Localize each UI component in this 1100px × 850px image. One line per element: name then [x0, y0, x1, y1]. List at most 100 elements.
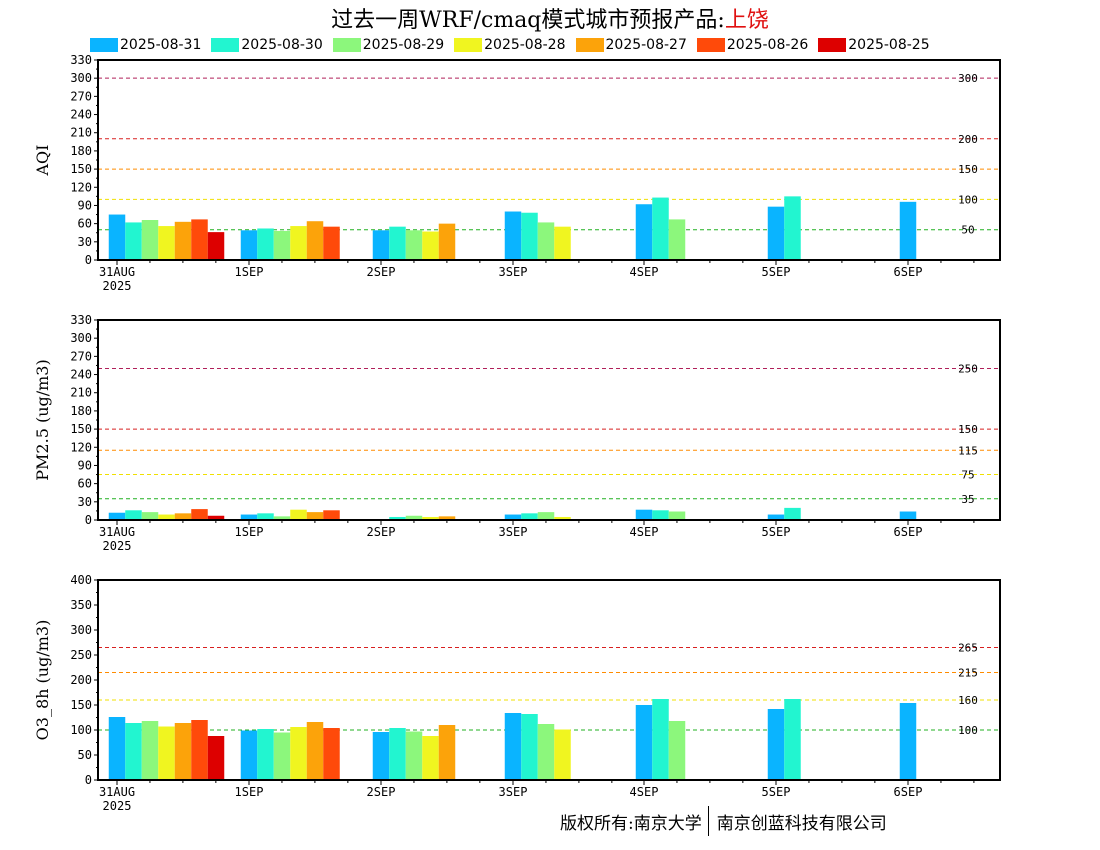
bar — [405, 230, 423, 260]
page-title: 过去一周WRF/cmaq模式城市预报产品:上饶 — [0, 2, 1100, 34]
bar — [125, 510, 142, 520]
bar — [504, 211, 522, 260]
y-tick-label: 240 — [70, 108, 92, 122]
bar — [537, 512, 555, 520]
legend-swatch — [211, 38, 240, 52]
bar — [389, 516, 406, 520]
bar — [504, 514, 522, 520]
bar — [784, 196, 801, 260]
bar — [521, 714, 538, 780]
y-tick-label: 240 — [70, 368, 92, 382]
bar — [257, 729, 274, 780]
bar — [141, 721, 159, 780]
bar — [191, 219, 208, 260]
x-tick-label: 31AUG — [99, 265, 135, 279]
bar — [652, 510, 669, 520]
bar — [554, 226, 571, 260]
y-tick-label: 0 — [85, 513, 92, 527]
legend-label: 2025-08-26 — [726, 37, 809, 53]
y-tick-label: 300 — [70, 623, 92, 637]
legend-label: 2025-08-25 — [848, 37, 930, 53]
bar — [108, 512, 126, 520]
bar — [240, 514, 258, 520]
y-tick-label: 200 — [70, 673, 92, 687]
legend-item: 2025-08-29 — [332, 37, 445, 53]
y-axis-label: AQI — [33, 145, 52, 177]
bar — [668, 721, 686, 780]
x-tick-label: 5SEP — [762, 525, 791, 539]
y-tick-label: 350 — [70, 598, 92, 612]
bar — [125, 723, 142, 780]
copyright-left: 版权所有:南京大学 — [560, 813, 702, 834]
title-prefix: 过去一周WRF/cmaq模式城市预报产品: — [331, 8, 725, 33]
bar — [240, 730, 258, 780]
x-tick-label: 6SEP — [894, 265, 923, 279]
bar — [389, 226, 406, 260]
y-tick-label: 270 — [70, 349, 92, 363]
x-tick-label: 4SEP — [630, 265, 659, 279]
bar — [537, 222, 555, 260]
bar — [174, 221, 192, 260]
bar — [554, 516, 571, 520]
y-tick-label: 150 — [70, 162, 92, 176]
bar — [207, 515, 225, 520]
bar — [635, 705, 653, 780]
chart-panel: 250 150 115 75 35 0 30 60 90 120 150 180 210 240 270 30… — [33, 313, 1001, 553]
x-tick-label: 6SEP — [894, 525, 923, 539]
y-tick-label: 0 — [85, 253, 92, 267]
bar — [108, 214, 126, 260]
y-tick-label: 120 — [70, 180, 92, 194]
bar — [652, 197, 669, 260]
legend-item: 2025-08-27 — [575, 37, 687, 53]
y-tick-label: 60 — [78, 217, 92, 231]
threshold-label: 250 — [958, 362, 978, 375]
x-tick-label: 4SEP — [630, 525, 659, 539]
threshold-label: 50 — [961, 224, 974, 237]
bar — [438, 516, 456, 520]
bar — [372, 230, 390, 260]
bar — [158, 726, 175, 780]
y-tick-label: 150 — [70, 698, 92, 712]
legend-item: 2025-08-30 — [211, 37, 323, 53]
bar — [306, 722, 324, 780]
bar — [668, 219, 686, 260]
y-tick-label: 270 — [70, 89, 92, 103]
y-tick-label: 400 — [70, 573, 92, 587]
x-tick-label: 1SEP — [235, 785, 264, 799]
threshold-label: 300 — [958, 72, 978, 85]
bar — [784, 507, 801, 520]
bar — [273, 732, 291, 780]
y-tick-label: 180 — [70, 144, 92, 158]
legend-label: 2025-08-27 — [605, 37, 687, 53]
x-tick-label: 2025 — [103, 539, 132, 553]
bar — [422, 231, 439, 260]
bar — [290, 509, 307, 520]
y-axis-label: PM2.5 (ug/m3) — [33, 359, 52, 480]
bar — [207, 232, 225, 260]
threshold-label: 215 — [958, 667, 978, 680]
bar — [899, 511, 917, 520]
bar — [141, 220, 159, 260]
bar — [784, 699, 801, 780]
threshold-label: 150 — [958, 163, 978, 176]
bar — [635, 204, 653, 260]
bar — [521, 513, 538, 520]
bar — [273, 230, 291, 260]
x-tick-label: 2SEP — [367, 265, 396, 279]
threshold-label: 100 — [958, 724, 978, 737]
y-tick-label: 90 — [78, 458, 92, 472]
bar — [554, 729, 571, 780]
bar — [438, 223, 456, 260]
x-tick-label: 3SEP — [499, 785, 528, 799]
y-tick-label: 50 — [78, 748, 92, 762]
bar — [158, 514, 175, 520]
y-tick-label: 330 — [70, 53, 92, 67]
bar — [273, 516, 291, 520]
y-tick-label: 30 — [78, 235, 92, 249]
threshold-label: 150 — [958, 423, 978, 436]
bar — [389, 728, 406, 780]
chart-panel: 265 215 160 100 0 50 100 150 200 250 300 350 400 31AU… — [33, 573, 1001, 813]
legend-swatch — [818, 38, 847, 52]
legend-label: 2025-08-29 — [362, 37, 445, 53]
bar — [108, 717, 126, 780]
